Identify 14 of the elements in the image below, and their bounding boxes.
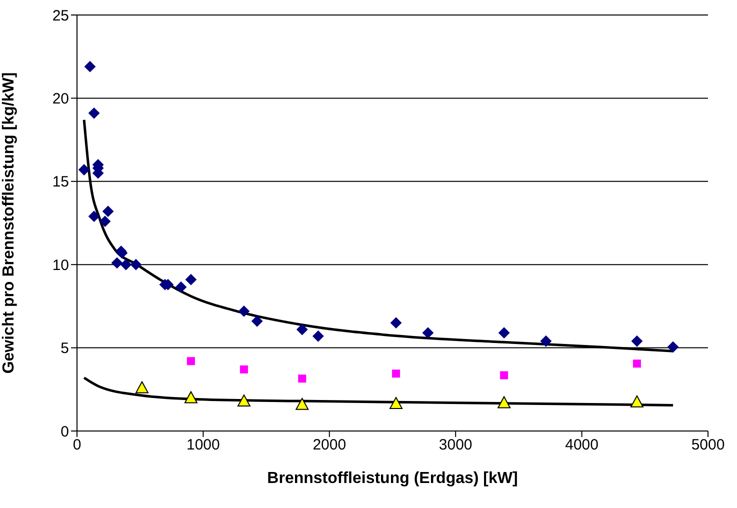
x-tick-label: 1000 <box>186 436 220 454</box>
y-tick-label: 25 <box>52 7 69 24</box>
x-axis-title: Brennstoffleistung (Erdgas) [kW] <box>267 470 518 487</box>
y-tick-label: 20 <box>52 90 69 108</box>
x-tick-label: 3000 <box>438 436 472 454</box>
y-tick-label: 5 <box>60 340 69 358</box>
x-tick-label: 5000 <box>691 436 725 454</box>
x-tick-label: 2000 <box>312 436 346 454</box>
x-tick-label: 0 <box>72 436 82 454</box>
y-axis-title: Gewicht pro Brennstoffleistung [kg/kW] <box>0 72 18 374</box>
y-tick-label: 0 <box>60 423 69 440</box>
y-tick-label: 15 <box>52 174 69 191</box>
y-tick-label: 10 <box>52 256 69 274</box>
x-tick-label: 4000 <box>565 436 598 454</box>
